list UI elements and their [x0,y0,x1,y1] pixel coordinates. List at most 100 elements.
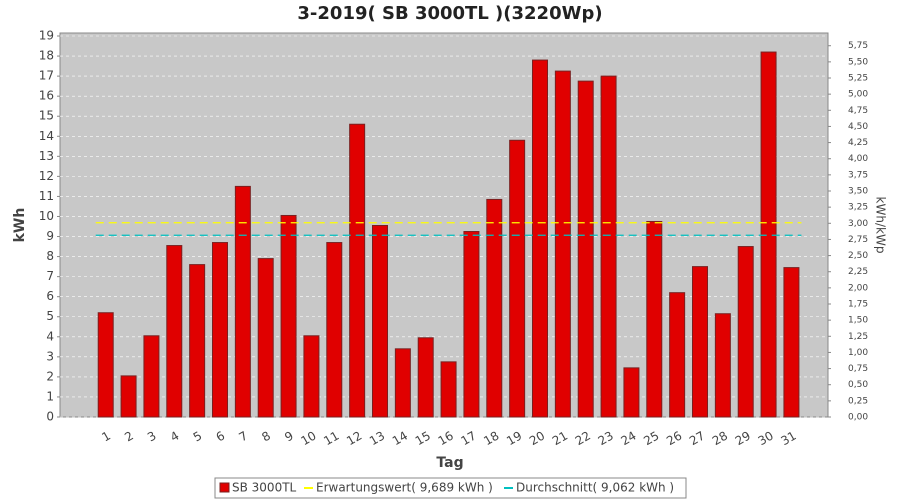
y2-tick-label: 3,50 [848,187,868,197]
x-tick-label: 8 [259,429,273,445]
x-tick-label: 26 [664,429,684,449]
bar [463,231,480,418]
x-tick-label: 16 [436,429,456,449]
bar [417,337,434,418]
x-tick-label: 31 [778,429,798,449]
x-tick-label: 1 [99,429,113,445]
x-tick-label: 3 [145,429,159,445]
bar [143,335,160,418]
y-tick-label: 13 [39,149,54,163]
legend-label: Durchschnitt( 9,062 kWh ) [516,481,674,495]
x-tick-label: 22 [573,429,593,449]
x-tick-label: 2 [122,429,136,445]
y-tick-label: 14 [39,129,54,143]
bar [554,70,571,418]
y-tick-label: 12 [39,169,54,183]
bar [509,139,526,418]
y2-axis-label: kWh/kWp [874,197,888,254]
y2-tick-label: 4,25 [848,138,868,148]
x-tick-label: 28 [710,429,730,449]
y2-tick-label: 0,75 [848,364,868,374]
x-tick-label: 7 [236,429,250,445]
bar [737,246,754,418]
legend-swatch [219,482,230,493]
x-tick-label: 9 [282,429,296,445]
y2-tick-label: 1,75 [848,300,868,310]
y-tick-label: 6 [46,289,54,303]
x-tick-label: 5 [191,429,205,445]
bar [212,242,228,418]
y2-tick-label: 3,00 [848,219,868,229]
y-tick-label: 15 [39,109,54,123]
y2-tick-label: 2,75 [848,235,868,245]
bar [600,75,617,418]
y2-tick-label: 4,75 [848,106,868,116]
y-tick-label: 8 [46,249,54,263]
y-tick-label: 5 [46,309,54,323]
x-tick-label: 19 [504,429,524,449]
y-tick-label: 18 [39,49,54,63]
x-tick-label: 15 [413,429,433,449]
bar [692,266,708,418]
bar [440,361,457,418]
x-tick-label: 30 [756,429,776,449]
y-tick-label: 17 [39,69,54,83]
bar [120,375,137,418]
y-tick-label: 19 [39,29,54,43]
x-tick-label: 29 [733,429,753,449]
y2-tick-label: 0,00 [848,413,868,423]
x-tick-label: 12 [344,429,364,449]
bar [280,214,297,418]
x-tick-label: 4 [168,429,182,445]
y2-tick-label: 3,25 [848,203,868,213]
y2-tick-label: 4,00 [848,154,868,164]
y2-tick-label: 5,00 [848,90,868,100]
x-tick-label: 20 [527,429,547,449]
x-tick-label: 6 [214,429,228,445]
y2-tick-label: 5,25 [848,74,868,84]
y-tick-label: 0 [46,410,54,424]
bar [623,367,640,418]
y2-tick-label: 1,00 [848,348,868,358]
y-tick-label: 9 [46,229,54,243]
y2-tick-label: 3,75 [848,170,868,180]
bar [577,80,594,418]
y-tick-label: 16 [39,89,54,103]
y-axis-label: kWh [12,208,28,243]
y2-tick-label: 4,50 [848,122,868,132]
bar [372,225,388,418]
y2-tick-label: 2,00 [848,283,868,293]
x-tick-label: 21 [550,429,570,449]
y-tick-label: 10 [39,209,54,223]
y2-tick-label: 0,25 [848,396,868,406]
chart-title: 3-2019( SB 3000TL )(3220Wp) [297,3,602,24]
x-tick-label: 24 [618,429,638,449]
x-tick-label: 14 [390,429,410,449]
y-tick-label: 7 [46,269,54,283]
x-axis-label: Tag [436,455,463,471]
y2-tick-label: 0,50 [848,380,868,390]
legend [214,477,687,499]
bar [303,335,320,418]
legend-label: SB 3000TL [232,481,297,495]
bar [349,123,366,418]
x-tick-label: 13 [367,429,387,449]
bar [669,292,686,418]
y2-tick-label: 5,75 [848,41,868,51]
y-tick-label: 2 [46,369,54,383]
bar [394,348,411,418]
bar [326,242,343,418]
y2-tick-label: 1,50 [848,316,868,326]
bar [532,59,548,418]
x-tick-label: 18 [481,429,501,449]
bar [486,198,503,418]
y-tick-label: 1 [46,389,54,403]
bar [257,258,274,418]
x-tick-label: 11 [321,429,341,449]
bar [714,313,731,418]
bar [646,220,663,418]
bar [783,267,800,418]
y-tick-label: 11 [39,189,54,203]
y-tick-label: 4 [46,329,54,343]
bar [234,185,251,418]
